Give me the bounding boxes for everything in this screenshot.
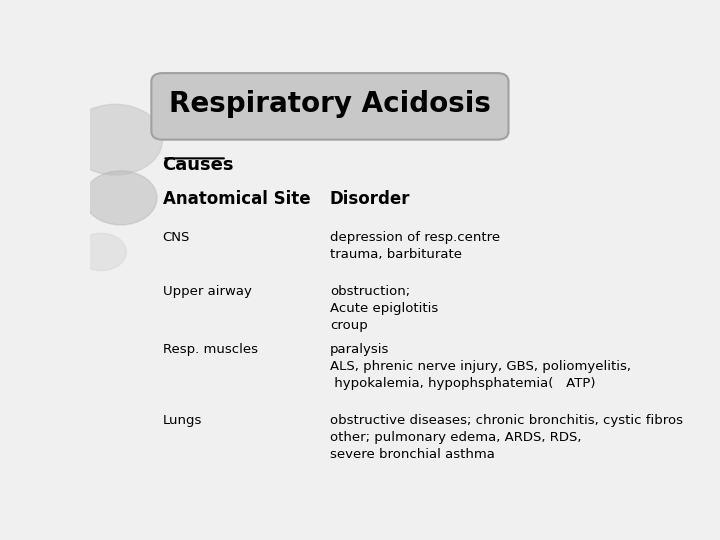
Text: obstructive diseases; chronic bronchitis, cystic fibros
other; pulmonary edema, : obstructive diseases; chronic bronchitis…	[330, 414, 683, 461]
Text: obstruction;
Acute epiglotitis
croup: obstruction; Acute epiglotitis croup	[330, 285, 438, 332]
Text: Upper airway: Upper airway	[163, 285, 251, 298]
Text: Respiratory Acidosis: Respiratory Acidosis	[169, 90, 491, 118]
Circle shape	[68, 104, 163, 175]
Text: depression of resp.centre
trauma, barbiturate: depression of resp.centre trauma, barbit…	[330, 231, 500, 261]
Text: CNS: CNS	[163, 231, 190, 244]
Text: Resp. muscles: Resp. muscles	[163, 343, 258, 356]
Circle shape	[84, 171, 157, 225]
Text: Causes: Causes	[163, 156, 234, 174]
Text: paralysis
ALS, phrenic nerve injury, GBS, poliomyelitis,
 hypokalemia, hypophsph: paralysis ALS, phrenic nerve injury, GBS…	[330, 343, 631, 390]
Text: Disorder: Disorder	[330, 190, 410, 207]
Text: Lungs: Lungs	[163, 414, 202, 427]
FancyBboxPatch shape	[151, 73, 508, 140]
Text: Anatomical Site: Anatomical Site	[163, 190, 310, 207]
Circle shape	[76, 233, 126, 271]
